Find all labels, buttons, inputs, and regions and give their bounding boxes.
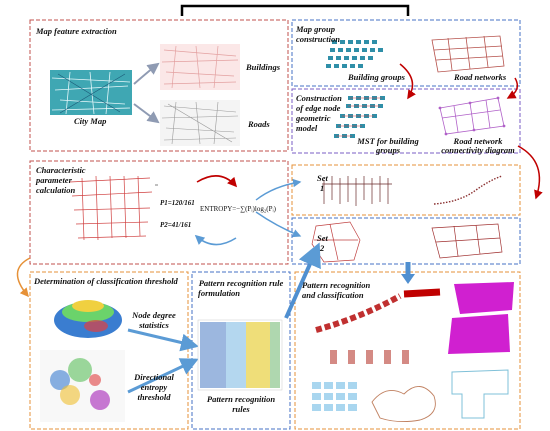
recognition-brown-outlines [371, 386, 436, 423]
edge-node-title-2: of edge node [296, 103, 341, 113]
set1-road-curve [433, 175, 503, 205]
set1-label-1: Set [317, 173, 328, 183]
roads-map-image [160, 100, 240, 146]
arrow-node-degree-to-rules [127, 328, 199, 352]
cycle-arrow-red [196, 175, 238, 188]
recognition-pink-bars [330, 350, 409, 364]
building-groups-label: Building groups [348, 72, 405, 82]
p1-value: P1=120/161 [160, 199, 195, 207]
recognition-blue-grid [312, 382, 357, 411]
roads-label: Roads [248, 119, 270, 129]
arrow-to-roads [133, 103, 160, 124]
set1-label-2: 1 [320, 183, 325, 193]
building-groups-image [326, 40, 383, 68]
parameter-title-1: Characteristic [36, 165, 86, 175]
node-degree-scatter [54, 300, 122, 338]
rules-label-1: Pattern recognition [206, 394, 276, 404]
road-networks-label: Road networks [454, 72, 507, 82]
arrow-entropy-to-rules [127, 358, 199, 394]
parameter-title-3: calculation [36, 185, 76, 195]
rules-label-2: rules [232, 404, 250, 414]
city-map-label: City Map [74, 116, 107, 126]
node-degree-label-2: statistics [139, 320, 169, 330]
rule-title-1: Pattern recognition rule [198, 278, 284, 288]
arrow-rules-to-set [284, 242, 321, 319]
buildings-map-image [160, 44, 240, 90]
recognition-red-road [315, 288, 441, 333]
recognition-magenta-blocks [448, 282, 514, 354]
arrow-to-set2 [255, 211, 302, 238]
directional-label-3: threshold [137, 392, 171, 402]
top-connector [180, 4, 410, 16]
connectivity-label-1: Road network [453, 136, 503, 146]
set2-label-2: 2 [320, 243, 325, 253]
edge-node-title-3: geometric [296, 113, 331, 123]
directional-label-2: entropy [140, 382, 168, 392]
arrow-roads-to-connectivity [506, 77, 519, 99]
recognition-title-2: and classification [302, 290, 364, 300]
panel-recognition-border [294, 271, 521, 430]
arrow-groups-to-mst [399, 63, 416, 100]
recognition-title-1: Pattern recognition [302, 280, 371, 290]
arrow-to-set1 [255, 178, 302, 201]
node-degree-label-1: Node degree [132, 310, 176, 320]
rule-title-2: formulation [198, 288, 241, 298]
panel-edge-node-border [291, 88, 521, 154]
set2-label-1: Set [317, 233, 328, 243]
recognition-cyan-outline [451, 369, 509, 419]
buildings-label: Buildings [246, 62, 281, 72]
p2-value: P2=41/161 [160, 221, 192, 229]
arrow-to-sets [517, 145, 543, 200]
panel-set1-border [291, 164, 521, 216]
threshold-title: Determination of classification threshol… [34, 276, 178, 286]
connectivity-label-2: connectivity diagram [441, 145, 515, 155]
parameter-title-2: parameter [36, 175, 72, 185]
pattern-rules-scatter [197, 319, 283, 391]
mst-label-2: groups [375, 145, 401, 155]
edge-node-title-1: Construction [296, 93, 342, 103]
set2-road-grid [431, 223, 503, 259]
directional-label-1: Directional [134, 372, 174, 382]
road-networks-image [431, 35, 505, 73]
parameter-tree-image [69, 175, 153, 241]
city-map-image [50, 70, 132, 115]
group-construction-title-2: construction [296, 34, 340, 44]
panel-parameter-border [29, 160, 289, 265]
entropy-formula: ENTROPY=−∑(Pᵢ)log₂(Pᵢ) [200, 205, 276, 213]
road-connectivity-image [438, 96, 506, 136]
mst-building-groups-image [334, 96, 385, 138]
cycle-arrow-blue [194, 234, 237, 246]
set1-building-pattern [322, 176, 392, 206]
panel-group-construction-border [291, 19, 521, 87]
arrow-to-threshold [16, 257, 31, 298]
arrow-set-to-recognition-head [401, 274, 415, 284]
panel-rule-border [191, 271, 291, 430]
mst-label-1: MST for building [357, 136, 419, 146]
directional-entropy-scatter [40, 350, 125, 422]
entropy-prefix: ENTROPY= [200, 205, 237, 213]
arrow-to-buildings [133, 62, 160, 85]
feature-extraction-title: Map feature extraction [36, 26, 117, 36]
group-construction-title-1: Map group [296, 24, 335, 34]
edge-node-title-4: model [296, 123, 318, 133]
entropy-expression: −∑(Pᵢ)log₂(Pᵢ) [236, 205, 276, 213]
panel-feature-extraction-border [29, 19, 289, 152]
